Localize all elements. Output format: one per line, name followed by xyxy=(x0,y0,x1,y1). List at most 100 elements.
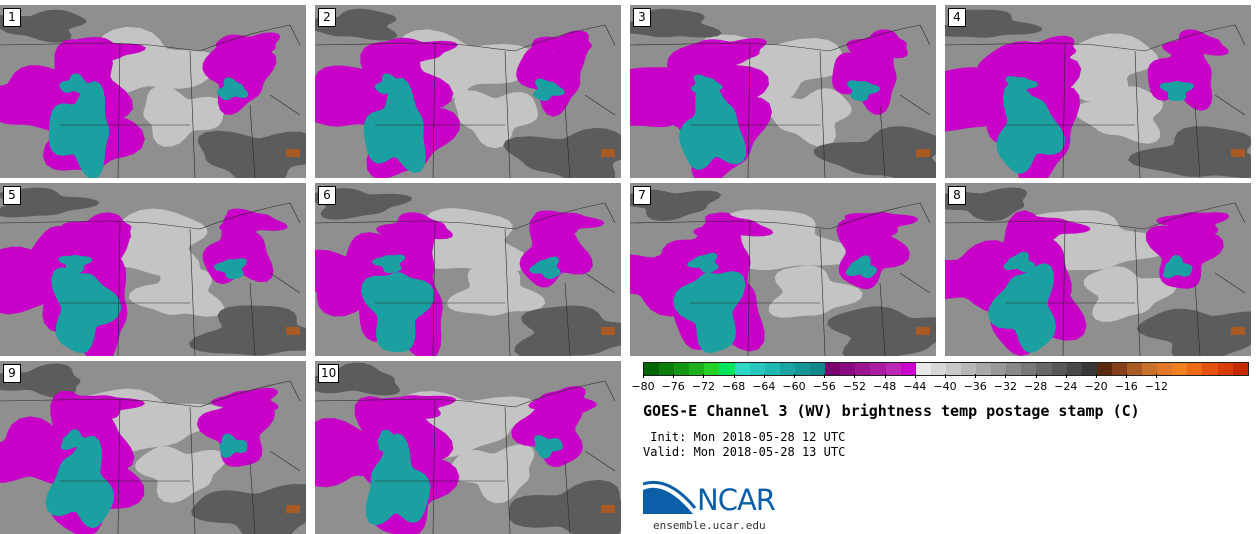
colorbar-tick-label: −64 xyxy=(752,380,776,393)
colorbar-segment xyxy=(1021,363,1037,375)
water-vapor-map xyxy=(315,5,621,178)
colorbar-segment xyxy=(689,363,705,375)
panel-number-label: 10 xyxy=(318,364,340,383)
forecast-panel: 10 xyxy=(315,361,621,534)
water-vapor-map xyxy=(945,183,1251,356)
colorbar-segment xyxy=(764,363,780,375)
colorbar-tick xyxy=(945,374,946,378)
colorbar-tick-label: −52 xyxy=(842,380,866,393)
colorbar-tick-label: −24 xyxy=(1054,380,1078,393)
colorbar-segment xyxy=(825,363,841,375)
colorbar-tick-label: −48 xyxy=(872,380,897,393)
colorbar-tick-label: −72 xyxy=(691,380,715,393)
colorbar-segment xyxy=(1096,363,1112,375)
panel-number-label: 6 xyxy=(318,186,336,205)
panel-number-label: 5 xyxy=(3,186,21,205)
panel-number-label: 7 xyxy=(633,186,651,205)
colorbar-tick xyxy=(1005,374,1007,378)
forecast-panel: 5 xyxy=(0,183,306,356)
logo-url: ensemble.ucar.edu xyxy=(653,519,766,532)
colorbar-segment xyxy=(870,363,886,375)
panel-number-label: 2 xyxy=(318,8,336,27)
colorbar-tick xyxy=(884,374,886,378)
colorbar-segment xyxy=(1036,363,1052,375)
colorbar-tick xyxy=(1126,374,1128,378)
forecast-panel: 9 xyxy=(0,361,306,534)
colorbar-segment xyxy=(674,363,690,375)
colorbar-segment xyxy=(1232,363,1248,375)
logo-text: NCAR xyxy=(697,483,776,517)
colorbar-segment xyxy=(976,363,992,375)
colorbar-segment xyxy=(659,363,675,375)
colorbar-tick-label: −56 xyxy=(812,380,836,393)
colorbar-segment xyxy=(1006,363,1022,375)
water-vapor-map xyxy=(630,5,936,178)
colorbar-segment xyxy=(945,363,961,375)
colorbar-segment xyxy=(719,363,735,375)
colorbar-tick xyxy=(824,374,826,378)
colorbar-tick-label: −20 xyxy=(1084,380,1108,393)
colorbar-segment xyxy=(794,363,811,375)
colorbar-tick xyxy=(914,374,916,378)
colorbar-tick-label: −44 xyxy=(903,380,927,393)
colorbar-segment xyxy=(840,363,856,375)
forecast-panel: 3 xyxy=(630,5,936,178)
colorbar-tick xyxy=(1096,374,1097,378)
colorbar-tick xyxy=(703,374,705,378)
colorbar-segment xyxy=(1081,363,1097,375)
colorbar-tick-label: −36 xyxy=(963,380,987,393)
colorbar-segment xyxy=(810,363,826,375)
colorbar-segment xyxy=(885,363,901,375)
colorbar-segment xyxy=(749,363,765,375)
water-vapor-map xyxy=(315,361,621,534)
panel-number-label: 9 xyxy=(3,364,21,383)
colorbar-segment xyxy=(1217,363,1233,375)
colorbar-segment xyxy=(1202,363,1218,375)
ncar-logo-icon xyxy=(643,480,697,514)
forecast-panel: 6 xyxy=(315,183,621,356)
colorbar-tick xyxy=(733,374,735,378)
panel-number-label: 8 xyxy=(948,186,966,205)
colorbar-tick xyxy=(643,374,644,378)
colorbar-tick-label: −40 xyxy=(933,380,957,393)
colorbar-segment xyxy=(1127,363,1143,375)
colorbar-segment xyxy=(930,363,946,375)
colorbar-segment xyxy=(900,363,916,375)
forecast-panel: 7 xyxy=(630,183,936,356)
colorbar-tick-label: −28 xyxy=(1023,380,1048,393)
colorbar-tick-label: −80 xyxy=(631,380,655,393)
colorbar-segment xyxy=(960,363,977,375)
colorbar-tick xyxy=(1156,374,1158,378)
panel-number-label: 1 xyxy=(3,8,21,27)
colorbar-ticks: −80 −76 −72 −68 −64 −60 −56 −52 −48 −44 −40 −36 −32−… xyxy=(631,374,1247,396)
forecast-panel: 4 xyxy=(945,5,1251,178)
colorbar-segment xyxy=(1142,363,1158,375)
init-time: Init: Mon 2018-05-28 12 UTC xyxy=(643,430,846,444)
colorbar-tick-label: −60 xyxy=(782,380,806,393)
valid-time: Valid: Mon 2018-05-28 13 UTC xyxy=(643,445,846,459)
colorbar-segment xyxy=(1187,363,1203,375)
water-vapor-map xyxy=(0,183,306,356)
colorbar-segment xyxy=(704,363,720,375)
colorbar-segment xyxy=(855,363,871,375)
colorbar-segment xyxy=(1066,363,1082,375)
water-vapor-map xyxy=(945,5,1251,178)
forecast-panel: 1 xyxy=(0,5,306,178)
colorbar-tick xyxy=(763,374,765,378)
colorbar-tick xyxy=(673,374,675,378)
forecast-panel: 8 xyxy=(945,183,1251,356)
water-vapor-map xyxy=(0,361,306,534)
colorbar-tick-label: −76 xyxy=(661,380,685,393)
colorbar-segment xyxy=(1157,363,1173,375)
colorbar-segment xyxy=(1111,363,1127,375)
colorbar-tick xyxy=(1065,374,1067,378)
colorbar-tick xyxy=(794,374,795,378)
colorbar-tick-label: −32 xyxy=(993,380,1017,393)
colorbar-segment xyxy=(991,363,1007,375)
colorbar-segment xyxy=(734,363,750,375)
colorbar-tick-label: −12 xyxy=(1144,380,1168,393)
forecast-panel: 2 xyxy=(315,5,621,178)
water-vapor-map xyxy=(315,183,621,356)
colorbar-segment xyxy=(1172,363,1188,375)
colorbar-tick xyxy=(1035,374,1037,378)
